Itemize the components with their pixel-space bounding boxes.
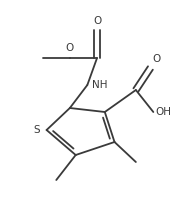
Text: OH: OH xyxy=(155,107,171,117)
Text: O: O xyxy=(152,54,161,64)
Text: O: O xyxy=(93,16,101,26)
Text: NH: NH xyxy=(92,80,108,90)
Text: O: O xyxy=(66,43,74,53)
Text: S: S xyxy=(33,125,40,135)
